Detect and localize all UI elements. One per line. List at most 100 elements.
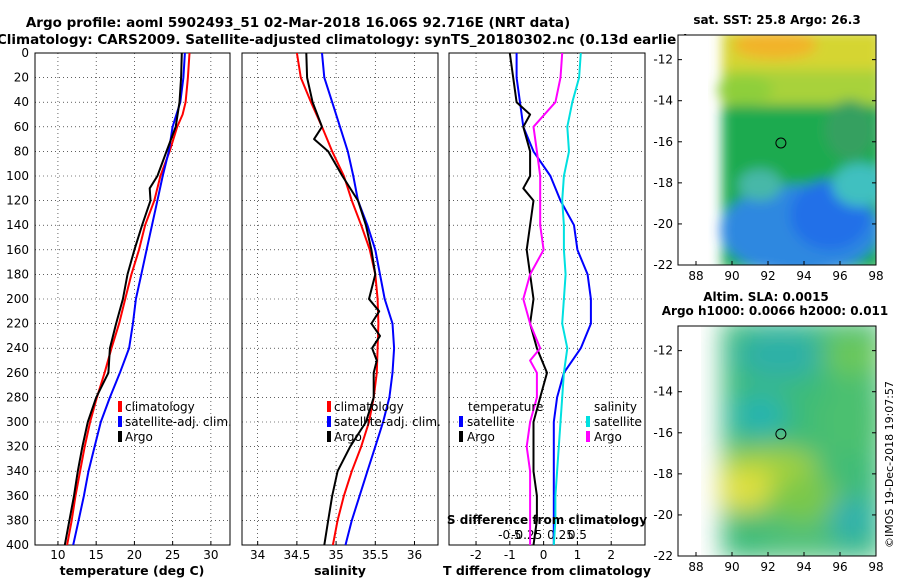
temperature-x-tick-label: 20 (127, 548, 142, 562)
sst-lat-tick-label: -18 (653, 176, 673, 190)
difference-axes-frame (448, 52, 646, 546)
legend-label-satellite: satellite-adj. clim. (125, 415, 232, 429)
legend-swatch-argo (118, 431, 122, 442)
difference-series-temperature-satellite (515, 53, 592, 545)
legend-swatch-satellite (327, 416, 331, 427)
salinity-x-tick-label: 35.5 (362, 548, 389, 562)
depth-tick-label: 180 (6, 267, 29, 281)
legend-swatch-satellite (118, 416, 122, 427)
salinity-grid (242, 52, 438, 546)
depth-tick-label: 280 (6, 390, 29, 404)
sst-lon-tick-label: 90 (724, 269, 739, 283)
temperature-grid (35, 52, 230, 546)
depth-tick-label: 100 (6, 169, 29, 183)
sla-map-ticks: 88 90 92 94 96 98 -12 -14 -16 -18 -20 -22 (653, 344, 883, 574)
imos-watermark: ©IMOS 19-Dec-2018 19:07:57 (883, 381, 896, 548)
title-line-2: Climatology: CARS2009. Satellite-adjuste… (0, 32, 689, 48)
sla-lon-tick-label: 98 (868, 560, 883, 574)
salinity-series-satellite-adj-clim (321, 53, 396, 545)
title-line-1: Argo profile: aoml 5902493_51 02-Mar-201… (26, 15, 570, 31)
depth-tick-label: 380 (6, 513, 29, 527)
temperature-series-climatology (66, 53, 191, 545)
difference-series (508, 53, 592, 545)
difference-x-tick-label: 1 (574, 548, 582, 562)
temperature-x-tick-label: 15 (89, 548, 104, 562)
sla-map-panel: Altim. SLA: 0.0015 Argo h1000: 0.0066 h2… (653, 290, 888, 574)
sla-map-title-2: Argo h1000: 0.0066 h2000: 0.011 (662, 304, 889, 318)
temperature-series-argo (63, 53, 183, 545)
temperature-axes-frame (34, 52, 231, 546)
legend-title-salinity: salinity (594, 400, 637, 414)
legend-title-temperature: temperature (468, 400, 543, 414)
legend-swatch-argo (327, 431, 331, 442)
sla-map-title-1: Altim. SLA: 0.0015 (703, 290, 829, 304)
sla-lat-tick-label: -16 (653, 426, 673, 440)
legend-swatch-temp-argo (459, 431, 463, 442)
depth-tick-label: 200 (6, 292, 29, 306)
sst-map-panel: sat. SST: 25.8 Argo: 26.3 88 90 92 94 96 98 -1… (653, 13, 883, 283)
legend-label-climatology: climatology (334, 400, 404, 414)
temperature-x-tick-label: 10 (50, 548, 65, 562)
depth-tick-label: 40 (14, 95, 29, 109)
salinity-x-tick-label: 34 (250, 548, 265, 562)
s-difference-label: S difference from climatology (447, 513, 647, 527)
legend-label-temp-satellite: satellite (467, 415, 515, 429)
sla-lat-tick-label: -18 (653, 467, 673, 481)
depth-tick-label: 0 (21, 46, 29, 60)
difference-x-tick-label: -1 (504, 548, 516, 562)
depth-tick-label: 80 (14, 144, 29, 158)
legend-swatch-sal-argo (586, 431, 590, 442)
sst-lat-tick-label: -22 (653, 258, 673, 272)
depth-tick-label: 320 (6, 440, 29, 454)
temperature-series-satellite-adj-clim (72, 53, 186, 545)
sla-map-frame (677, 325, 877, 557)
sla-lat-tick-label: -22 (653, 549, 673, 563)
difference-grid (449, 52, 645, 546)
s-difference-tick-label: -0.5 (498, 528, 521, 542)
difference-x-tick-label: 2 (607, 548, 615, 562)
depth-tick-label: 220 (6, 317, 29, 331)
depth-tick-label: 120 (6, 194, 29, 208)
depth-tick-label: 260 (6, 366, 29, 380)
depth-tick-label: 160 (6, 243, 29, 257)
sla-lat-tick-label: -14 (653, 385, 673, 399)
depth-tick-label: 400 (6, 538, 29, 552)
difference-panel: -2 -1 0 1 2-0.5-0.25 0.250.5 temperature sate… (443, 52, 651, 578)
argo-position-marker (775, 137, 787, 149)
legend-label-satellite: satellite-adj. clim. (334, 415, 441, 429)
salinity-series (295, 53, 396, 545)
temperature-panel: 0 20 40 60 80 100 120 140 160 180 200 220 240 260 280 3… (6, 46, 232, 578)
sst-lat-tick-label: -14 (653, 94, 673, 108)
difference-legend-salinity: salinity satellite Argo (586, 400, 642, 444)
sst-map-title: sat. SST: 25.8 Argo: 26.3 (693, 13, 860, 27)
difference-x-tick-label: 0 (540, 548, 548, 562)
legend-label-climatology: climatology (125, 400, 195, 414)
depth-tick-label: 140 (6, 218, 29, 232)
sla-lat-tick-label: -12 (653, 344, 673, 358)
temperature-series (63, 53, 191, 545)
sla-lat-tick-label: -20 (653, 508, 673, 522)
legend-label-temp-argo: Argo (467, 430, 495, 444)
salinity-x-tick-label: 36 (407, 548, 422, 562)
temperature-xlabel: temperature (deg C) (60, 563, 205, 578)
depth-tick-label: 20 (14, 71, 29, 85)
difference-x-tick-label: -2 (470, 548, 482, 562)
depth-tick-label: 60 (14, 120, 29, 134)
legend-swatch-sal-satellite (586, 416, 590, 427)
sla-lon-tick-label: 88 (688, 560, 703, 574)
sla-lon-tick-label: 92 (760, 560, 775, 574)
sst-field (717, 35, 876, 265)
sla-lon-tick-label: 96 (832, 560, 847, 574)
salinity-legend: climatology satellite-adj. clim. Argo (327, 400, 441, 444)
argo-position-marker (775, 428, 787, 440)
difference-xlabel: T difference from climatology (443, 563, 651, 578)
difference-legend-temperature: temperature satellite Argo (459, 400, 543, 444)
sla-field (718, 326, 876, 556)
depth-tick-label: 240 (6, 341, 29, 355)
depth-tick-label: 360 (6, 489, 29, 503)
temperature-x-tick-label: 30 (203, 548, 218, 562)
sla-lon-tick-label: 94 (796, 560, 811, 574)
salinity-series-argo (305, 53, 381, 545)
legend-label-sal-argo: Argo (594, 430, 622, 444)
